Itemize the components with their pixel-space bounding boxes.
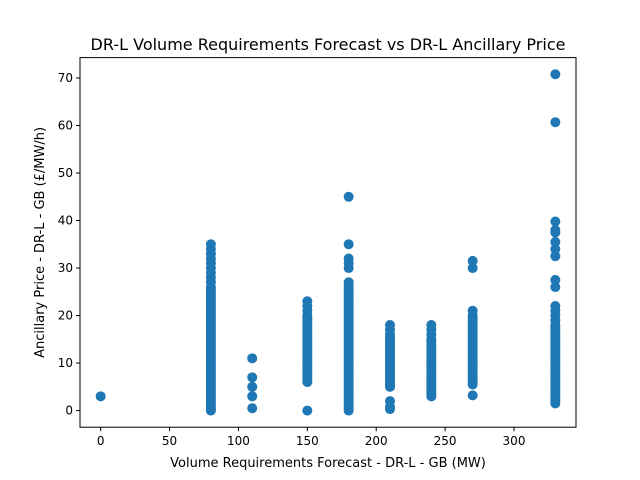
x-tick-label: 200	[365, 434, 388, 448]
y-tick-label: 10	[58, 356, 73, 370]
data-point	[550, 282, 561, 293]
x-tick-label: 100	[227, 434, 250, 448]
data-point	[247, 403, 258, 414]
x-axis-label: Volume Requirements Forecast - DR-L - GB…	[170, 456, 486, 471]
data-point	[550, 216, 561, 227]
y-tick-label: 20	[58, 309, 73, 323]
data-point	[247, 353, 258, 364]
data-point	[550, 117, 561, 128]
x-tick-label: 0	[97, 434, 105, 448]
y-axis-ticks: 0 10 20 30 40 50 60 70	[58, 71, 80, 418]
data-point	[550, 251, 561, 262]
y-tick-label: 70	[58, 71, 73, 85]
x-tick-label: 50	[162, 434, 177, 448]
data-point	[343, 253, 354, 264]
data-point	[467, 263, 478, 274]
data-point	[467, 255, 478, 266]
data-point	[550, 225, 561, 236]
y-tick-label: 40	[58, 214, 73, 228]
data-point	[343, 191, 354, 202]
data-point	[550, 69, 561, 80]
chart-title: DR-L Volume Requirements Forecast vs DR-…	[91, 35, 566, 54]
y-axis-label: Ancillary Price - DR-L - GB (£/MW/h)	[33, 127, 48, 358]
data-point	[426, 320, 437, 331]
data-point	[247, 381, 258, 392]
data-point	[343, 277, 354, 288]
data-point	[550, 236, 561, 247]
points-layer	[95, 69, 561, 416]
plot-frame	[79, 57, 577, 428]
data-point	[302, 296, 313, 307]
x-tick-label: 300	[503, 434, 526, 448]
data-point	[467, 390, 478, 401]
data-point	[550, 274, 561, 285]
data-point	[550, 244, 561, 255]
data-point	[95, 391, 106, 402]
data-point	[467, 305, 478, 316]
data-point	[247, 372, 258, 383]
y-tick-label: 60	[58, 119, 73, 133]
data-point	[385, 396, 395, 407]
data-point	[343, 239, 354, 250]
y-tick-label: 0	[65, 404, 73, 418]
data-point	[205, 239, 216, 250]
y-tick-label: 30	[58, 261, 73, 275]
data-point	[247, 391, 258, 402]
data-point	[550, 301, 561, 312]
x-tick-label: 150	[296, 434, 319, 448]
x-tick-label: 250	[434, 434, 457, 448]
y-tick-label: 50	[58, 166, 73, 180]
x-axis-ticks: 0 50 100 150 200 250 300	[97, 427, 526, 448]
data-point	[302, 405, 313, 416]
data-point	[385, 320, 395, 331]
